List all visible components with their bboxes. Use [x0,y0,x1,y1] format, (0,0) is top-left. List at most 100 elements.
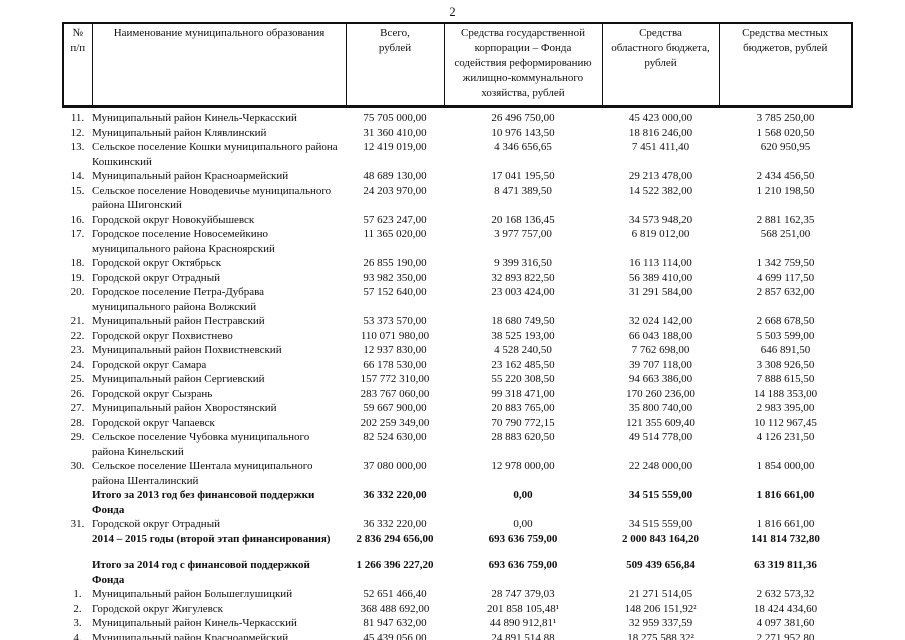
row-number: 25. [70,373,85,385]
table-row: 25. Муниципальный район Сергиевский 157 77… [63,372,852,387]
total-value: 110 071 980,00 [360,329,430,342]
municipality-name: Муниципальный район Красноармейский [92,631,289,640]
col-header-row-number: № п/п [62,22,93,108]
fund-value: 0,00 [513,489,533,501]
local-budget-value: 4 699 117,50 [756,271,815,284]
fund-value: 20 883 765,00 [491,402,555,414]
regional-budget-value: 18 816 246,00 [628,126,693,139]
fund-value: 693 636 759,00 [488,559,558,571]
total-value: 59 667 900,00 [363,402,427,414]
local-budget-value: 5 503 599,00 [756,329,815,342]
table-row: 16. Городской округ Новокуйбышевск 57 623 … [63,213,852,228]
total-value: 57 623 247,00 [363,213,427,226]
regional-budget-value: 31 291 584,00 [628,286,693,298]
total-value: 36 332 220,00 [363,489,427,501]
fund-value: 28 883 620,50 [491,431,555,443]
local-budget-value: 1 816 661,00 [756,489,815,501]
local-budget-value: 2 668 678,50 [756,315,815,327]
col-header-total: Всего, рублей [345,22,445,108]
municipality-name: Муниципальный район Клявлинский [92,126,267,139]
regional-budget-value: 34 515 559,00 [628,518,693,530]
local-budget-value: 1 210 198,50 [756,184,815,197]
page-number: 2 [449,5,456,19]
fund-value: 38 525 193,00 [491,329,555,342]
regional-budget-value: 34 515 559,00 [628,489,693,501]
municipality-name: Муниципальный район Похвистневский [92,344,282,356]
total-value: 37 080 000,00 [363,460,427,472]
regional-budget-value: 94 663 386,00 [628,373,693,385]
local-budget-value: 2 881 162,35 [756,213,815,226]
fund-value: 99 318 471,00 [491,387,555,400]
regional-budget-value: 16 113 114,00 [629,257,692,269]
fund-value: 18 680 749,50 [491,315,555,327]
municipality-name: Городское поселение Новосемейкино муници… [92,228,275,255]
total-value: 202 259 349,00 [360,416,430,429]
total-value: 12 419 019,00 [363,141,427,153]
row-number: 12. [70,126,85,139]
table-row: 21. Муниципальный район Пестравский 53 373… [63,314,852,329]
row-number: 11. [70,112,85,124]
regional-budget-value: 18 275 588,32² [627,631,694,640]
fund-value: 23 162 485,50 [491,358,555,371]
col-header-local-budgets: Средства местных бюджетов, рублей [718,22,853,108]
row-number: 30. [70,460,85,472]
municipality-name: 2014 – 2015 годы (второй этап финансиров… [92,532,331,545]
local-budget-value: 1 568 020,50 [756,126,815,139]
municipality-name: Городской округ Отрадный [92,271,220,284]
row-number: 15. [70,184,85,197]
total-value: 82 524 630,00 [363,431,427,443]
municipality-name: Городской округ Отрадный [92,518,220,530]
municipality-name: Муниципальный район Пестравский [92,315,265,327]
total-value: 26 855 190,00 [363,257,427,269]
regional-budget-value: 45 423 000,00 [628,112,693,124]
regional-budget-value: 7 451 411,40 [631,141,690,153]
total-value: 66 178 530,00 [363,358,427,371]
regional-budget-value: 121 355 609,40 [626,416,695,429]
local-budget-value: 620 950,95 [760,141,811,153]
row-number [63,532,92,547]
table-row: 26. Городской округ Сызрань 283 767 060,00… [63,387,852,402]
fund-value: 12 978 000,00 [491,460,555,472]
municipality-name: Муниципальный район Кинель-Черкасский [92,617,297,629]
table-row: 2. Городской округ Жигулевск 368 488 692,0… [63,602,852,617]
table-row: 13. Сельское поселение Кошки муниципально… [63,140,852,169]
local-budget-value: 2 632 573,32 [756,588,815,600]
total-value: 12 937 830,00 [363,344,427,356]
fund-value: 3 977 757,00 [494,228,552,240]
table-row: 17. Городское поселение Новосемейкино мун… [63,227,852,256]
local-budget-value: 3 308 926,50 [756,358,815,371]
total-value: 2 836 294 656,00 [356,532,434,545]
col-header-regional-budget: Средства областного бюджета, рублей [601,22,720,108]
local-budget-value: 1 854 000,00 [756,460,815,472]
fund-value: 4 528 240,50 [494,344,552,356]
summary-row: Итого за 2014 год с финансовой поддержко… [63,558,852,587]
regional-budget-value: 509 439 656,84 [626,559,695,571]
municipality-name: Итого за 2013 год без финансовой поддерж… [92,489,315,516]
row-number: 18. [70,257,85,269]
spacer-row [63,546,852,558]
table-body: 11. Муниципальный район Кинель-Черкасский… [63,107,852,640]
table-row: 23. Муниципальный район Похвистневский 12 … [63,343,852,358]
table-row: 24. Городской округ Самара 66 178 530,00 23… [63,358,852,373]
summary-row: Итого за 2013 год без финансовой поддерж… [63,488,852,517]
regional-budget-value: 56 389 410,00 [628,271,693,284]
row-number: 4. [73,631,82,640]
fund-value: 201 858 105,48¹ [486,602,560,615]
row-number: 16. [70,213,85,226]
row-number: 13. [70,141,85,153]
fund-value: 8 471 389,50 [494,184,552,197]
table-row: 11. Муниципальный район Кинель-Черкасский… [63,107,852,126]
municipality-name: Муниципальный район Кинель-Черкасский [92,112,297,124]
regional-budget-value: 39 707 118,00 [629,358,692,371]
regional-budget-value: 49 514 778,00 [628,431,693,443]
local-budget-value: 4 097 381,60 [756,617,815,629]
table-row: 29. Сельское поселение Чубовка муниципаль… [63,430,852,459]
total-value: 75 705 000,00 [363,112,427,124]
table-row: 12. Муниципальный район Клявлинский 31 360… [63,126,852,141]
regional-budget-value: 66 043 188,00 [628,329,693,342]
municipality-name: Городской округ Чапаевск [92,416,215,429]
municipality-name: Городское поселение Петра-Дубрава муници… [92,286,265,313]
row-number: 27. [70,402,85,414]
row-number: 1. [73,588,82,600]
table-row: 27. Муниципальный район Хворостянский 59 6… [63,401,852,416]
